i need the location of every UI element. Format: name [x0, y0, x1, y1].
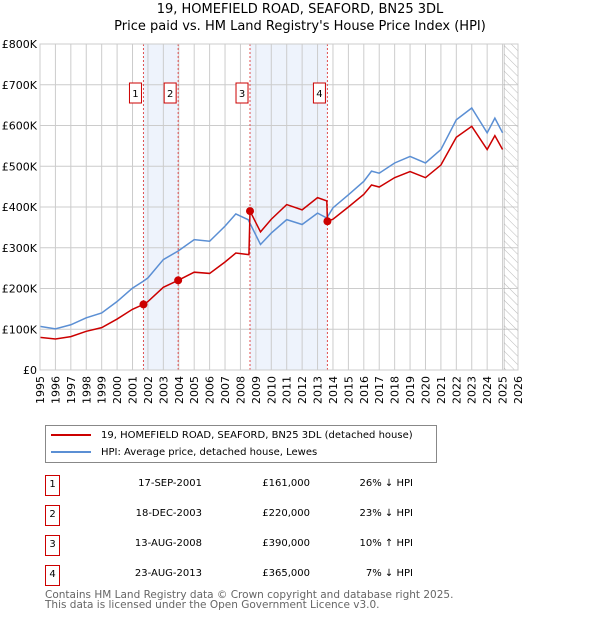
hpi-line — [39, 106, 504, 330]
y-tick-label: £100K — [2, 323, 38, 336]
y-tick-label: £400K — [2, 201, 38, 214]
x-tick-label: 2002 — [142, 376, 155, 404]
chart-subtitle: Price paid vs. HM Land Registry's House … — [114, 19, 486, 34]
sale-price: £390,000 — [262, 538, 310, 549]
x-tick-label: 2018 — [389, 376, 402, 404]
sale-marker-box — [235, 82, 249, 104]
legend-swatch-hpi — [51, 451, 91, 453]
sale-price: £365,000 — [262, 568, 310, 579]
x-tick-label: 2014 — [327, 376, 340, 404]
x-tick-label: 2021 — [435, 376, 448, 404]
sale-marker-number: 1 — [132, 89, 138, 100]
x-tick-label: 2001 — [127, 376, 140, 404]
x-tick-label: 1997 — [65, 376, 78, 404]
chart-title: 19, HOMEFIELD ROAD, SEAFORD, BN25 3DL — [156, 2, 444, 17]
sale-marker-number: 3 — [239, 89, 245, 100]
price-line — [39, 125, 504, 340]
sale-price: £161,000 — [262, 478, 310, 489]
x-tick-label: 1999 — [96, 376, 109, 404]
x-tick-label: 2006 — [204, 376, 217, 404]
sale-marker-box — [163, 82, 177, 104]
footer-licence: This data is licensed under the Open Gov… — [45, 599, 380, 611]
sale-marker-box — [312, 82, 326, 104]
sale-date: 13-AUG-2008 — [134, 538, 202, 549]
x-tick-label: 1996 — [49, 376, 62, 404]
x-tick-label: 2017 — [373, 376, 386, 404]
x-tick-label: 2010 — [265, 376, 278, 404]
x-tick-label: 2025 — [497, 376, 510, 404]
sale-date: 17-SEP-2001 — [138, 478, 202, 489]
y-tick-label: £0 — [23, 364, 37, 377]
sale-price: £220,000 — [262, 508, 310, 519]
x-tick-label: 2024 — [481, 376, 494, 404]
x-tick-label: 2009 — [250, 376, 263, 404]
y-tick-label: £200K — [2, 283, 38, 296]
x-tick-label: 2015 — [342, 376, 355, 404]
sale-hpi-diff: 26% ↓ HPI — [359, 478, 413, 489]
y-tick-label: £500K — [2, 160, 38, 173]
sale-point — [323, 217, 332, 226]
sales-table-row: 2 18-DEC-2003 £220,000 23% ↓ HPI — [45, 505, 425, 526]
sale-marker-number: 4 — [316, 89, 322, 100]
sale-hpi-diff: 23% ↓ HPI — [359, 508, 413, 519]
footer: Contains HM Land Registry data © Crown c… — [45, 589, 454, 611]
sale-number: 1 — [45, 475, 60, 496]
y-tick-label: £800K — [2, 38, 38, 51]
x-tick-label: 1998 — [80, 376, 93, 404]
sale-marker-number: 2 — [167, 89, 173, 100]
footer-copyright: Contains HM Land Registry data © Crown c… — [45, 589, 454, 601]
x-tick-label: 2022 — [450, 376, 463, 404]
sale-number: 2 — [45, 505, 60, 526]
sales-table-row: 4 23-AUG-2013 £365,000 7% ↓ HPI — [45, 565, 425, 586]
x-tick-label: 2008 — [234, 376, 247, 404]
x-tick-label: 2020 — [419, 376, 432, 404]
x-tick-label: 2012 — [296, 376, 309, 404]
sale-marker-box — [128, 82, 142, 104]
x-tick-label: 2011 — [281, 376, 294, 404]
x-tick-label: 2003 — [157, 376, 170, 404]
sale-number: 4 — [45, 565, 60, 586]
x-tick-label: 2016 — [358, 376, 371, 404]
y-tick-label: £600K — [2, 120, 38, 133]
price-chart: 1995 1996 1997 1998 1999 2000 2001 2002 2003 2004… — [2, 38, 525, 404]
sale-point — [174, 276, 183, 285]
x-tick-label: 2023 — [466, 376, 479, 404]
x-tick-label: 2019 — [404, 376, 417, 404]
sale-hpi-diff: 7% ↓ HPI — [365, 568, 413, 579]
legend-label-hpi: HPI: Average price, detached house, Lewe… — [101, 446, 318, 458]
legend-item-hpi: HPI: Average price, detached house, Lewe… — [51, 444, 317, 460]
sale-number: 3 — [45, 535, 60, 556]
legend: 19, HOMEFIELD ROAD, SEAFORD, BN25 3DL (d… — [45, 425, 437, 463]
y-tick-label: £300K — [2, 242, 38, 255]
sale-date: 18-DEC-2003 — [135, 508, 202, 519]
legend-label-price: 19, HOMEFIELD ROAD, SEAFORD, BN25 3DL (d… — [101, 429, 413, 441]
x-tick-label: 2000 — [111, 376, 124, 404]
legend-swatch-price — [51, 434, 91, 436]
sale-point — [246, 207, 255, 216]
x-tick-label: 2004 — [173, 376, 186, 404]
sales-table-row: 3 13-AUG-2008 £390,000 10% ↑ HPI — [45, 535, 425, 556]
x-tick-label: 2005 — [188, 376, 201, 404]
x-tick-label: 2007 — [219, 376, 232, 404]
sale-date: 23-AUG-2013 — [134, 568, 202, 579]
x-tick-label: 1995 — [34, 376, 47, 404]
x-tick-label: 2026 — [512, 376, 525, 404]
sale-point — [139, 300, 148, 309]
sale-hpi-diff: 10% ↑ HPI — [359, 538, 413, 549]
plot-frame — [39, 43, 519, 371]
x-tick-label: 2013 — [312, 376, 325, 404]
sales-table-row: 1 17-SEP-2001 £161,000 26% ↓ HPI — [45, 475, 425, 496]
y-tick-label: £700K — [2, 79, 38, 92]
legend-item-price: 19, HOMEFIELD ROAD, SEAFORD, BN25 3DL (d… — [51, 427, 413, 443]
forecast-hatch — [503, 43, 519, 371]
